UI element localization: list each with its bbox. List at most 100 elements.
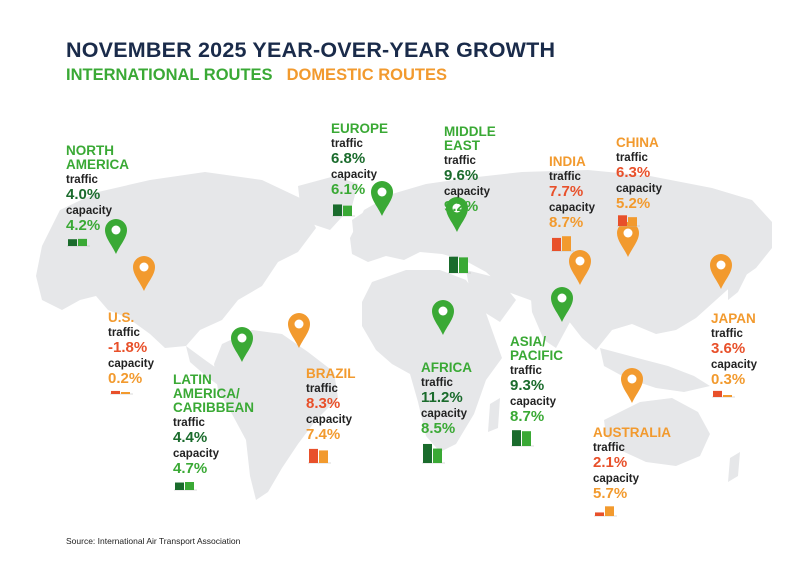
map-pin-icon bbox=[551, 287, 573, 322]
capacity-label: capacity bbox=[549, 202, 596, 214]
traffic-value: 7.7% bbox=[549, 183, 584, 200]
traffic-bar bbox=[595, 512, 604, 516]
region-name: JAPAN bbox=[711, 311, 756, 326]
traffic-value: 6.8% bbox=[331, 150, 366, 167]
map-pin-icon bbox=[710, 254, 732, 289]
capacity-bar bbox=[522, 431, 531, 446]
traffic-label: traffic bbox=[711, 328, 743, 340]
traffic-bar bbox=[449, 256, 458, 273]
traffic-capacity-bars bbox=[617, 215, 640, 227]
landmass-greenland bbox=[298, 176, 358, 230]
map-pin-icon bbox=[231, 327, 253, 362]
capacity-label: capacity bbox=[173, 448, 220, 460]
capacity-bar bbox=[459, 257, 468, 273]
map-pin-body bbox=[710, 254, 732, 289]
map-pin-body bbox=[105, 219, 127, 254]
traffic-value: 8.3% bbox=[306, 395, 341, 412]
map-pin-dot bbox=[377, 187, 387, 197]
map-pin-icon bbox=[371, 181, 393, 216]
landmass-japan bbox=[728, 262, 748, 300]
traffic-label: traffic bbox=[108, 327, 140, 339]
traffic-bar bbox=[175, 482, 184, 490]
traffic-bar bbox=[512, 430, 521, 446]
region-name: LATIN AMERICA/CARIBBEAN bbox=[173, 372, 254, 415]
region-india: INDIA traffic 7.7% capacity 8.7% bbox=[549, 155, 595, 231]
capacity-value: 4.2% bbox=[66, 217, 101, 234]
traffic-capacity-bars bbox=[448, 256, 471, 274]
map-pin-dot bbox=[627, 374, 637, 384]
region-name: EUROPE bbox=[331, 121, 389, 136]
map-pin-body bbox=[569, 250, 591, 285]
traffic-bar bbox=[68, 239, 77, 246]
region-latin-america: LATIN AMERICA/CARIBBEAN traffic 4.4% capa… bbox=[173, 373, 254, 477]
capacity-bar bbox=[433, 448, 442, 463]
map-pin-icon bbox=[569, 250, 591, 285]
region-name: ASIA/PACIFIC bbox=[510, 334, 563, 363]
capacity-value: 6.1% bbox=[331, 181, 366, 198]
region-name: AFRICA bbox=[421, 360, 472, 375]
map-pin-body bbox=[617, 222, 639, 257]
traffic-capacity-bars bbox=[422, 443, 445, 464]
traffic-value: 4.0% bbox=[66, 186, 101, 203]
traffic-capacity-bars bbox=[308, 448, 331, 464]
capacity-bar bbox=[185, 482, 194, 490]
region-name: INDIA bbox=[549, 154, 586, 169]
capacity-value: 0.3% bbox=[711, 371, 746, 388]
traffic-capacity-bars bbox=[67, 238, 90, 247]
map-pin-icon bbox=[617, 222, 639, 257]
traffic-label: traffic bbox=[510, 365, 542, 377]
capacity-bar bbox=[562, 236, 571, 251]
map-pin-body bbox=[231, 327, 253, 362]
traffic-capacity-bars bbox=[332, 204, 355, 217]
landmass-british-isles bbox=[352, 212, 366, 240]
map-pin-icon bbox=[105, 219, 127, 254]
map-pin-body bbox=[133, 256, 155, 291]
map-pin-body bbox=[621, 368, 643, 403]
traffic-bar bbox=[618, 215, 627, 226]
region-australia: AUSTRALIA traffic 2.1% capacity 5.7% bbox=[593, 426, 671, 502]
region-brazil: BRAZIL traffic 8.3% capacity 7.4% bbox=[306, 367, 356, 443]
capacity-bar bbox=[723, 395, 732, 397]
landmass-arabia bbox=[466, 270, 516, 322]
map-pin-icon bbox=[432, 300, 454, 335]
capacity-value: 5.2% bbox=[616, 195, 651, 212]
region-us: U.S. traffic -1.8% capacity 0.2% bbox=[108, 311, 154, 387]
map-pin-dot bbox=[294, 319, 304, 329]
map-pin-dot bbox=[716, 260, 726, 270]
region-name: CHINA bbox=[616, 135, 659, 150]
traffic-label: traffic bbox=[66, 174, 98, 186]
landmass-australia bbox=[604, 398, 710, 466]
traffic-capacity-bars bbox=[712, 390, 735, 398]
region-bar-charts bbox=[67, 204, 735, 517]
map-pin-dot bbox=[452, 203, 462, 213]
traffic-capacity-bars bbox=[511, 430, 534, 447]
map-pin-body bbox=[371, 181, 393, 216]
capacity-bar bbox=[319, 450, 328, 463]
traffic-value: 6.3% bbox=[616, 164, 651, 181]
landmass-new-zealand bbox=[728, 452, 740, 482]
capacity-label: capacity bbox=[306, 414, 353, 426]
traffic-label: traffic bbox=[331, 138, 363, 150]
region-japan: JAPAN traffic 3.6% capacity 0.3% bbox=[711, 312, 757, 388]
capacity-value: 4.7% bbox=[173, 460, 208, 477]
traffic-label: traffic bbox=[593, 442, 625, 454]
traffic-label: traffic bbox=[173, 417, 205, 429]
map-pin-icon bbox=[133, 256, 155, 291]
capacity-label: capacity bbox=[331, 169, 378, 181]
capacity-label: capacity bbox=[711, 359, 758, 371]
capacity-value: 7.4% bbox=[306, 426, 341, 443]
traffic-bar bbox=[713, 390, 722, 397]
map-pin-dot bbox=[575, 256, 585, 266]
region-africa: AFRICA traffic 11.2% capacity 8.5% bbox=[421, 361, 472, 437]
capacity-value: 8.7% bbox=[510, 408, 545, 425]
region-name: NORTH AMERICA bbox=[66, 143, 129, 172]
map-pin-body bbox=[446, 197, 468, 232]
traffic-value: 3.6% bbox=[711, 340, 746, 357]
capacity-value: 9.2% bbox=[444, 198, 479, 215]
region-name: BRAZIL bbox=[306, 366, 356, 381]
traffic-bar bbox=[111, 390, 120, 394]
map-pin-dot bbox=[111, 225, 121, 235]
map-pin-dot bbox=[557, 293, 567, 303]
region-north-america: NORTH AMERICA traffic 4.0% capacity 4.2% bbox=[66, 144, 129, 234]
